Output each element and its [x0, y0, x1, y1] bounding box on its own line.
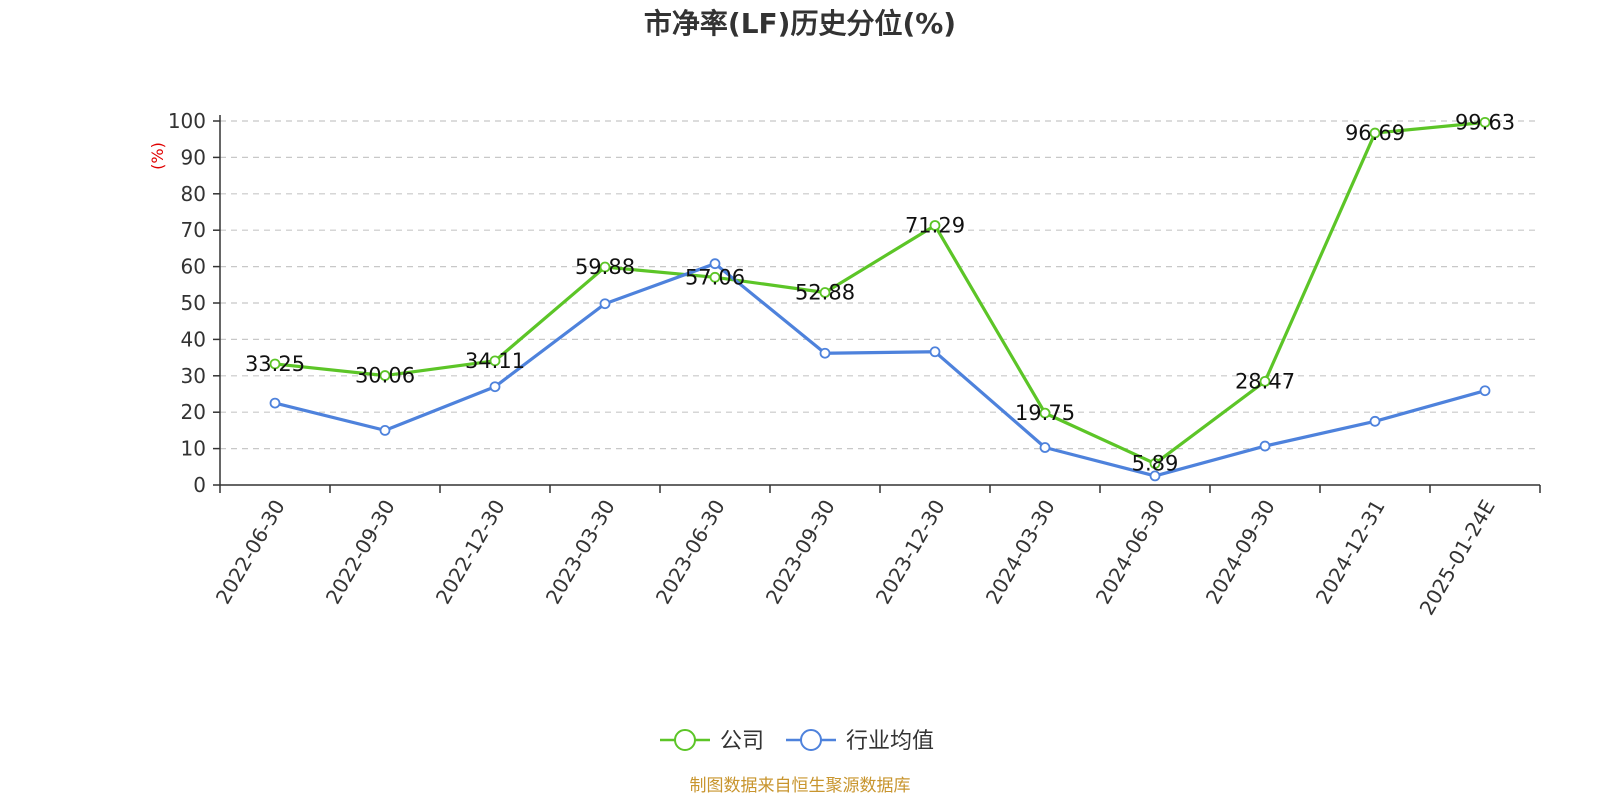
- data-label: 59.88: [575, 255, 635, 279]
- data-label: 28.47: [1235, 369, 1295, 393]
- data-point[interactable]: [1149, 470, 1161, 482]
- data-point[interactable]: [1369, 415, 1381, 427]
- x-tick-label: 2023-12-30: [871, 496, 950, 609]
- x-tick-label: 2022-09-30: [321, 496, 400, 609]
- data-point[interactable]: [489, 381, 501, 393]
- legend-item-0[interactable]: 公司: [660, 729, 764, 754]
- data-label: 33.25: [245, 352, 305, 376]
- data-label: 57.06: [685, 265, 745, 289]
- legend-label: 行业均值: [846, 729, 934, 754]
- data-point[interactable]: [1479, 116, 1491, 128]
- data-point[interactable]: [1369, 127, 1381, 139]
- data-label: 99.63: [1455, 110, 1515, 134]
- data-point[interactable]: [489, 355, 501, 367]
- data-point[interactable]: [1039, 407, 1051, 419]
- series-layer: [269, 116, 1491, 482]
- x-tick-label: 2023-03-30: [541, 496, 620, 609]
- y-tick-label: 0: [193, 473, 206, 497]
- data-point[interactable]: [599, 298, 611, 310]
- y-tick-label: 90: [181, 145, 206, 169]
- data-point[interactable]: [1259, 375, 1271, 387]
- data-point[interactable]: [269, 397, 281, 409]
- chart-title: 市净率(LF)历史分位(%): [644, 7, 956, 40]
- legend-item-1[interactable]: 行业均值: [786, 729, 934, 754]
- x-tick-label: 2024-12-31: [1311, 496, 1390, 609]
- x-tick-label: 2022-12-30: [431, 496, 510, 609]
- data-label: 52.88: [795, 281, 855, 305]
- data-point[interactable]: [379, 424, 391, 436]
- data-point[interactable]: [1149, 458, 1161, 469]
- y-axis-label: (%): [148, 142, 167, 170]
- data-point[interactable]: [929, 346, 941, 358]
- legend[interactable]: 公司 行业均值: [660, 729, 934, 754]
- x-tick-label: 2024-03-30: [981, 496, 1060, 609]
- y-tick-label: 80: [181, 182, 206, 206]
- data-label: 5.89: [1132, 452, 1179, 476]
- grid: [220, 120, 1540, 450]
- data-point[interactable]: [1039, 442, 1051, 453]
- legend-marker: [800, 729, 822, 751]
- x-tick-label: 2023-09-30: [761, 496, 840, 609]
- series-line-1: [274, 262, 1486, 478]
- y-tick-label: 50: [181, 291, 206, 315]
- data-label: 71.29: [905, 214, 965, 238]
- data-point[interactable]: [819, 287, 831, 298]
- data-point[interactable]: [1479, 385, 1491, 397]
- y-tick-label: 70: [181, 218, 206, 242]
- y-tick-label: 30: [181, 364, 206, 388]
- data-point[interactable]: [1259, 440, 1271, 452]
- series-line-0: [274, 120, 1486, 466]
- data-point[interactable]: [379, 370, 391, 381]
- y-tick-label: 10: [181, 437, 206, 461]
- data-point[interactable]: [819, 347, 831, 359]
- x-tick-label: 2024-09-30: [1201, 496, 1280, 609]
- data-label: 30.06: [355, 364, 415, 388]
- data-point[interactable]: [599, 261, 611, 273]
- data-point[interactable]: [709, 258, 721, 270]
- legend-marker: [674, 729, 696, 751]
- data-point[interactable]: [709, 271, 721, 283]
- x-tick-label: 2024-06-30: [1091, 496, 1170, 609]
- x-tick-label: 2022-06-30: [211, 496, 290, 609]
- data-label: 96.69: [1345, 121, 1405, 145]
- legend-label: 公司: [720, 729, 764, 754]
- x-tick-label: 2023-06-30: [651, 496, 730, 609]
- y-tick-label: 20: [181, 400, 206, 424]
- data-point[interactable]: [269, 358, 281, 370]
- x-tick-label: 2025-01-24E: [1415, 496, 1500, 620]
- source-note: 制图数据来自恒生聚源数据库: [690, 776, 911, 796]
- data-labels: 33.25 30.06 34.11 59.88 57.06 52.88 71.29 19.75…: [245, 110, 1515, 475]
- data-label: 19.75: [1015, 401, 1075, 425]
- y-tick-label: 100: [168, 109, 206, 133]
- y-tick-label: 40: [181, 327, 206, 351]
- data-point[interactable]: [929, 220, 941, 231]
- data-label: 34.11: [465, 349, 525, 373]
- y-tick-label: 60: [181, 255, 206, 279]
